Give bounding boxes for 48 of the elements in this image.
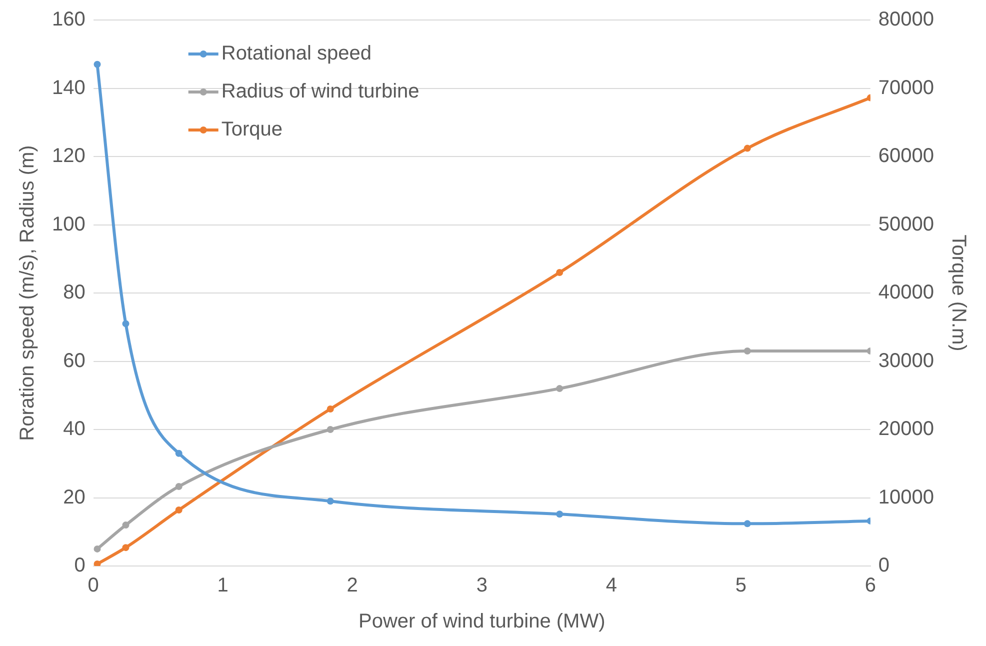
y2-tick-label: 60000 <box>878 145 934 168</box>
point <box>94 560 101 566</box>
point <box>326 426 334 433</box>
point <box>326 498 334 505</box>
y-tick-label: 160 <box>52 8 86 31</box>
y2-tick-label: 40000 <box>878 282 934 304</box>
point <box>175 506 182 514</box>
x-tick-label: 5 <box>735 574 746 597</box>
y-tick-label: 100 <box>52 213 86 236</box>
y2-tick-label: 50000 <box>878 213 934 236</box>
y-tick-label: 60 <box>63 350 86 372</box>
y-tick-label: 140 <box>52 76 86 99</box>
x-tick-label: 3 <box>476 574 488 597</box>
y2-tick-label: 20000 <box>878 418 934 440</box>
x-tick-label: 6 <box>864 574 876 597</box>
legend-label: Rotational speed <box>221 42 372 65</box>
point <box>94 545 101 552</box>
point <box>744 348 751 355</box>
y2-axis-title: Torque (N.m) <box>947 234 970 352</box>
x-tick-label: 1 <box>217 574 228 597</box>
point <box>122 522 130 529</box>
point <box>175 450 182 457</box>
point <box>326 406 334 413</box>
y2-tick-label: 30000 <box>878 350 934 372</box>
point <box>744 144 751 152</box>
y-tick-label: 40 <box>63 418 86 440</box>
point <box>744 520 751 528</box>
y-tick-label: 80 <box>63 282 86 304</box>
y-tick-label: 120 <box>52 145 86 168</box>
y2-tick-label: 0 <box>878 554 890 577</box>
y-axis-title: Roration speed (m/s), Radius (m) <box>16 145 39 441</box>
y-tick-label: 20 <box>63 486 86 508</box>
point <box>122 320 130 328</box>
y2-tick-label: 70000 <box>878 76 934 99</box>
x-tick-label: 4 <box>606 574 617 597</box>
point <box>556 269 564 276</box>
point <box>175 482 182 490</box>
point <box>122 544 130 552</box>
y2-tick-label: 10000 <box>878 486 934 508</box>
legend-label: Radius of wind turbine <box>221 80 420 103</box>
point <box>556 385 564 392</box>
x-tick-label: 2 <box>346 574 358 597</box>
x-axis-title: Power of wind turbine (MW) <box>358 610 606 633</box>
y-tick-label: 0 <box>74 554 86 577</box>
point <box>94 60 101 68</box>
point <box>556 510 564 518</box>
y2-tick-label: 80000 <box>878 8 934 31</box>
legend-label: Torque <box>221 118 283 141</box>
